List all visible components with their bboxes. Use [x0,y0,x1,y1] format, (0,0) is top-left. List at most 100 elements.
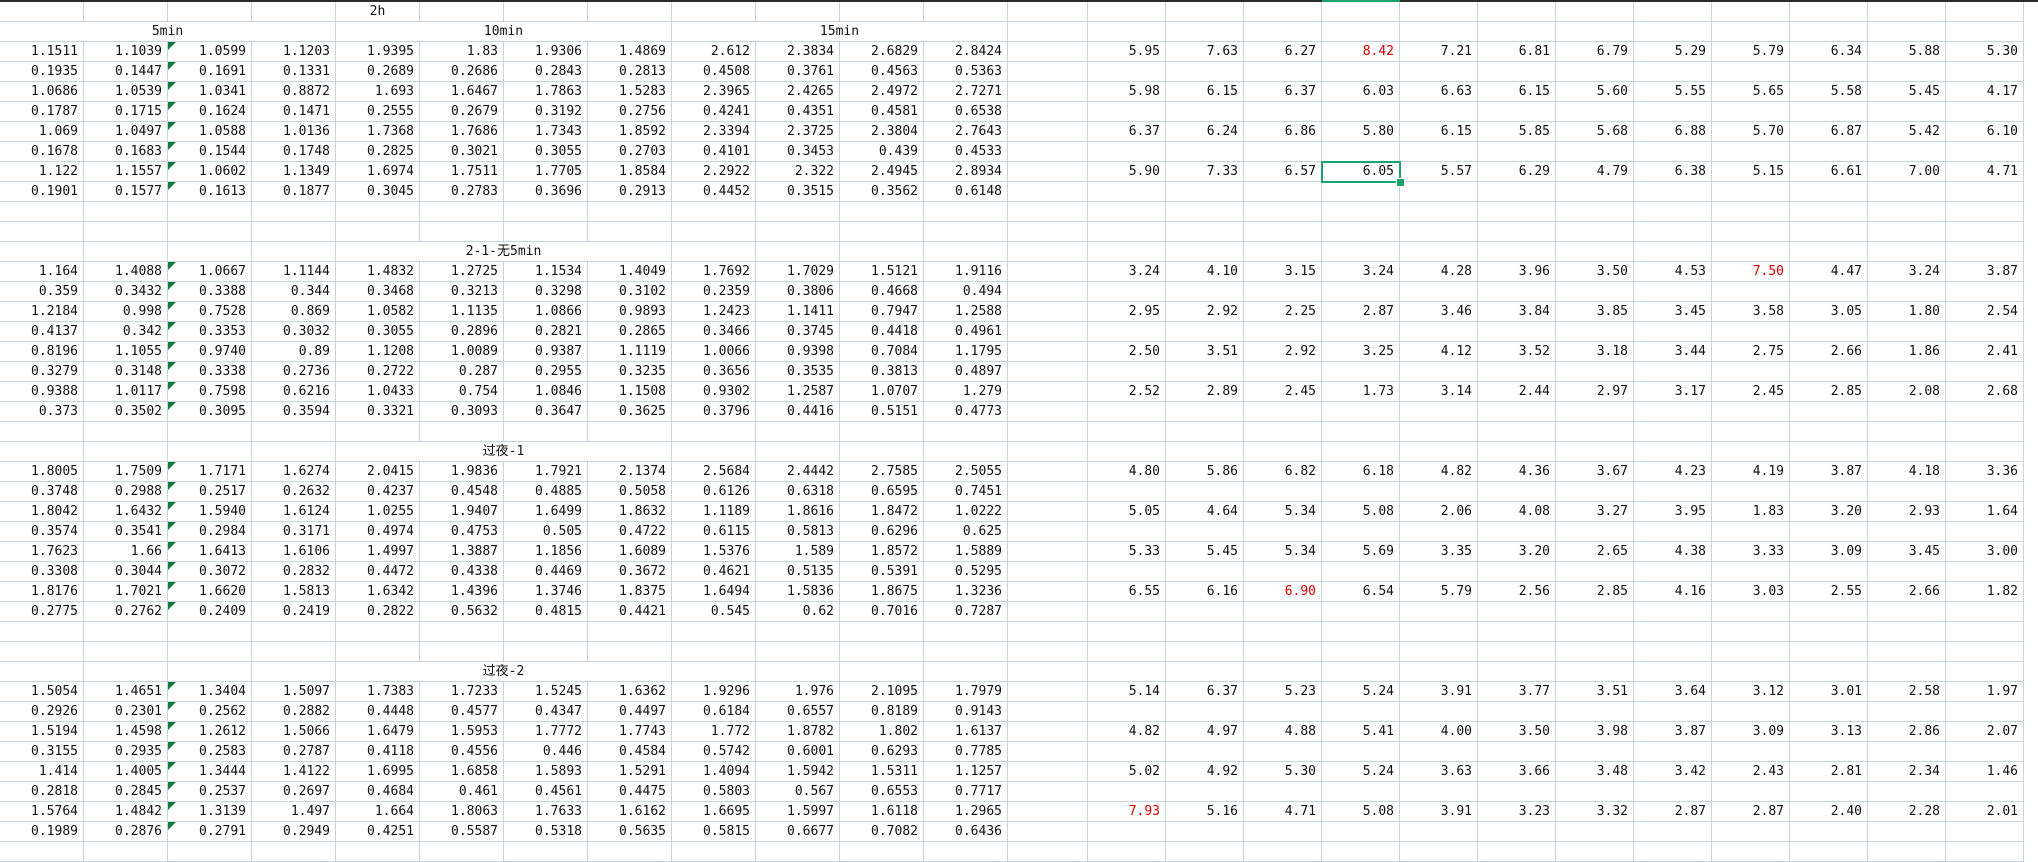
data-cell[interactable]: 0.3672 [588,562,672,582]
empty-cell[interactable] [1244,182,1322,202]
empty-cell[interactable] [1868,402,1946,422]
empty-cell[interactable] [1946,822,2024,842]
value-cell[interactable]: 6.37 [1166,682,1244,702]
data-cell[interactable]: 0.1447 [84,62,168,82]
empty-cell[interactable] [1244,102,1322,122]
empty-cell[interactable] [1478,642,1556,662]
empty-cell[interactable] [1322,202,1400,222]
data-cell[interactable]: 1.1039 [84,42,168,62]
empty-cell[interactable] [1478,822,1556,842]
empty-cell[interactable] [1400,322,1478,342]
data-cell[interactable]: 1.6342 [336,582,420,602]
value-cell[interactable]: 5.29 [1634,42,1712,62]
empty-cell[interactable] [1556,362,1634,382]
empty-cell[interactable] [1634,2,1712,22]
data-cell[interactable]: 0.4684 [336,782,420,802]
data-cell[interactable]: 0.4469 [504,562,588,582]
value-cell[interactable]: 4.88 [1244,722,1322,742]
empty-cell[interactable] [1556,602,1634,622]
value-cell[interactable]: 5.68 [1556,122,1634,142]
data-cell[interactable]: 0.6318 [756,482,840,502]
data-cell[interactable]: 1.0539 [84,82,168,102]
data-cell[interactable]: 0.344 [252,282,336,302]
empty-cell[interactable] [1322,282,1400,302]
data-cell[interactable]: 0.2913 [588,182,672,202]
empty-cell[interactable] [1008,582,1088,602]
empty-cell[interactable] [1322,602,1400,622]
data-cell[interactable]: 0.2359 [672,282,756,302]
empty-cell[interactable] [1868,602,1946,622]
empty-cell[interactable] [1008,522,1088,542]
data-cell[interactable]: 0.5632 [420,602,504,622]
empty-cell[interactable] [1008,742,1088,762]
data-cell[interactable]: 1.8063 [420,802,504,822]
data-cell[interactable]: 0.2813 [588,62,672,82]
empty-cell[interactable] [1634,22,1712,42]
data-cell[interactable]: 1.1534 [504,262,588,282]
empty-cell[interactable] [1712,642,1790,662]
data-cell[interactable]: 1.9116 [924,262,1008,282]
value-cell[interactable]: 5.60 [1556,82,1634,102]
empty-cell[interactable] [1946,642,2024,662]
data-cell[interactable]: 1.1189 [672,502,756,522]
data-cell[interactable]: 1.4396 [420,582,504,602]
data-cell[interactable]: 0.545 [672,602,756,622]
value-cell[interactable]: 5.15 [1712,162,1790,182]
empty-cell[interactable] [1712,562,1790,582]
empty-cell[interactable] [1244,662,1322,682]
empty-cell[interactable] [84,222,168,242]
data-cell[interactable]: 1.0222 [924,502,1008,522]
empty-cell[interactable] [1322,2,1400,22]
data-cell[interactable]: 0.3298 [504,282,588,302]
empty-cell[interactable] [252,662,336,682]
data-cell[interactable]: 1.6467 [420,82,504,102]
data-cell[interactable]: 0.2409 [168,602,252,622]
empty-cell[interactable] [252,202,336,222]
data-cell[interactable]: 0.2756 [588,102,672,122]
data-cell[interactable]: 1.5997 [756,802,840,822]
data-cell[interactable]: 0.2722 [336,362,420,382]
value-cell[interactable]: 6.16 [1166,582,1244,602]
value-cell[interactable]: 2.07 [1946,722,2024,742]
empty-cell[interactable] [1088,742,1166,762]
empty-cell[interactable] [1244,402,1322,422]
empty-cell[interactable] [1166,102,1244,122]
data-cell[interactable]: 1.5291 [588,762,672,782]
empty-cell[interactable] [504,622,588,642]
empty-cell[interactable] [1322,702,1400,722]
empty-cell[interactable] [1634,702,1712,722]
empty-cell[interactable] [1400,62,1478,82]
value-cell[interactable]: 5.80 [1322,122,1400,142]
empty-cell[interactable] [1008,802,1088,822]
value-cell[interactable]: 6.37 [1244,82,1322,102]
value-cell[interactable]: 1.97 [1946,682,2024,702]
empty-cell[interactable] [1088,702,1166,722]
empty-cell[interactable] [1008,842,1088,862]
empty-cell[interactable] [1166,842,1244,862]
empty-cell[interactable] [1556,22,1634,42]
value-cell[interactable]: 3.48 [1556,762,1634,782]
data-cell[interactable]: 1.0866 [504,302,588,322]
data-cell[interactable]: 0.2791 [168,822,252,842]
empty-cell[interactable] [1868,422,1946,442]
empty-cell[interactable] [1478,522,1556,542]
empty-cell[interactable] [1322,182,1400,202]
empty-cell[interactable] [1322,242,1400,262]
data-cell[interactable]: 1.1208 [336,342,420,362]
empty-cell[interactable] [1556,562,1634,582]
empty-cell[interactable] [252,842,336,862]
empty-cell[interactable] [1400,622,1478,642]
value-cell[interactable]: 3.44 [1634,342,1712,362]
empty-cell[interactable] [252,642,336,662]
data-cell[interactable]: 0.7016 [840,602,924,622]
empty-cell[interactable] [1556,842,1634,862]
data-cell[interactable]: 1.6695 [672,802,756,822]
data-cell[interactable]: 0.2822 [336,602,420,622]
data-cell[interactable]: 1.1144 [252,262,336,282]
data-cell[interactable]: 1.4842 [84,802,168,822]
empty-cell[interactable] [168,662,252,682]
data-cell[interactable]: 1.8472 [840,502,924,522]
data-cell[interactable]: 0.494 [924,282,1008,302]
data-cell[interactable]: 1.8592 [588,122,672,142]
empty-cell[interactable] [1868,662,1946,682]
